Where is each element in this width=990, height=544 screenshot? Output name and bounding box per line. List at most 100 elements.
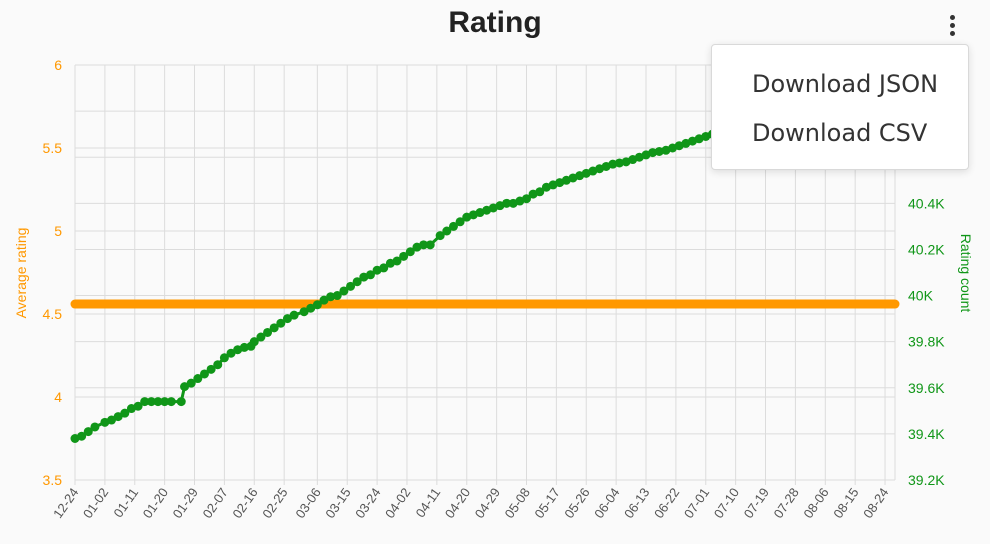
left-axis: 3.5 4 4.5 5 5.5 6 — [43, 57, 63, 488]
left-tick-label: 6 — [54, 57, 62, 73]
download-csv-item[interactable]: Download CSV — [752, 119, 928, 147]
rating-count-point — [83, 427, 93, 437]
rating-count-point — [263, 327, 273, 337]
left-tick-label: 4.5 — [43, 306, 63, 322]
rating-count-point — [419, 240, 429, 250]
rating-count-point — [365, 270, 375, 280]
x-tick-label: 08-24 — [860, 485, 891, 521]
right-tick-label: 39.6K — [908, 380, 945, 396]
export-menu: Download JSON Download CSV — [711, 44, 969, 170]
rating-count-point — [289, 310, 299, 320]
rating-count-point — [306, 303, 316, 313]
right-tick-label: 39.4K — [908, 426, 945, 442]
rating-count-point — [226, 348, 236, 358]
menu-dot — [950, 31, 955, 36]
x-tick-label: 08-15 — [830, 485, 861, 521]
left-axis-label: Average rating — [13, 228, 29, 319]
x-tick-label: 06-22 — [651, 485, 682, 521]
rating-count-point — [379, 263, 389, 273]
rating-count-point — [448, 221, 458, 231]
rating-count-point — [654, 146, 664, 156]
rating-count-point — [90, 422, 100, 432]
menu-dot — [950, 15, 955, 20]
more-options-icon[interactable] — [940, 12, 966, 40]
rating-count-point — [176, 397, 186, 407]
x-tick-label: 05-26 — [561, 485, 592, 521]
rating-count-point — [186, 378, 196, 388]
rating-count-point — [435, 231, 445, 241]
rating-count-point — [319, 295, 329, 305]
rating-count-point — [239, 342, 249, 352]
rating-count-point — [77, 431, 87, 441]
chart-title: Rating — [448, 6, 542, 39]
x-tick-label: 08-06 — [800, 485, 831, 521]
x-tick-label: 07-19 — [741, 485, 772, 521]
rating-count-point — [346, 281, 356, 291]
rating-count-point — [153, 397, 163, 407]
rating-count-point — [299, 307, 309, 317]
rating-count-point — [399, 251, 409, 261]
rating-count-point — [256, 332, 266, 342]
rating-count-point — [113, 412, 123, 422]
x-tick-label: 04-20 — [442, 485, 473, 521]
x-tick-label: 12-24 — [50, 485, 81, 521]
rating-count-point — [326, 292, 336, 302]
x-tick-label: 07-01 — [681, 485, 712, 521]
left-tick-label: 5 — [54, 223, 62, 239]
rating-count-point — [213, 360, 223, 370]
rating-count-point — [608, 159, 618, 169]
x-tick-label: 04-11 — [413, 485, 444, 520]
x-tick-label: 03-06 — [292, 485, 323, 521]
rating-count-point — [392, 256, 402, 266]
rating-count-point — [405, 247, 415, 257]
rating-count-point — [282, 314, 292, 324]
x-tick-label: 05-08 — [502, 485, 533, 521]
rating-count-point — [614, 158, 624, 168]
right-tick-label: 39.8K — [908, 334, 945, 350]
right-axis-label: Rating count — [958, 234, 974, 313]
x-tick-label: 06-04 — [591, 485, 622, 521]
left-tick-label: 5.5 — [43, 140, 63, 156]
x-tick-label: 01-02 — [80, 485, 111, 521]
x-tick-label: 04-02 — [382, 485, 413, 521]
x-tick-label: 06-13 — [621, 485, 652, 521]
x-tick-label: 02-25 — [259, 485, 290, 521]
rating-count-point — [199, 369, 209, 379]
left-tick-label: 3.5 — [43, 472, 63, 488]
rating-count-point — [339, 286, 349, 296]
rating-count-point — [180, 382, 190, 392]
x-tick-label: 01-29 — [170, 485, 201, 521]
rating-count-point — [455, 217, 465, 227]
rating-count-point — [425, 240, 435, 250]
left-tick-label: 4 — [54, 389, 62, 405]
rating-count-point — [502, 198, 512, 208]
x-tick-label: 07-28 — [771, 485, 802, 521]
x-tick-label: 03-15 — [322, 485, 353, 521]
rating-count-point — [120, 408, 130, 418]
rating-count-point — [160, 397, 170, 407]
rating-count-point — [249, 337, 259, 347]
download-json-item[interactable]: Download JSON — [752, 70, 939, 98]
right-tick-label: 40.4K — [908, 195, 945, 211]
rating-count-point — [648, 148, 658, 158]
x-tick-label: 03-24 — [352, 485, 383, 521]
rating-count-point — [352, 277, 362, 287]
series-layer — [70, 129, 900, 443]
rating-count-point — [219, 353, 229, 363]
rating-count-point — [107, 415, 117, 425]
menu-dot — [950, 23, 955, 28]
x-tick-label: 02-07 — [199, 485, 230, 521]
rating-count-point — [146, 397, 156, 407]
rating-count-point — [206, 364, 216, 374]
x-tick-label: 02-16 — [229, 485, 260, 521]
rating-count-point — [276, 318, 286, 328]
rating-count-point — [133, 401, 143, 411]
rating-count-point — [332, 291, 342, 301]
rating-count-point — [442, 226, 452, 236]
rating-count-point — [269, 323, 279, 333]
rating-count-point — [140, 397, 150, 407]
x-tick-label: 07-10 — [711, 485, 742, 521]
right-tick-label: 40.2K — [908, 241, 945, 257]
